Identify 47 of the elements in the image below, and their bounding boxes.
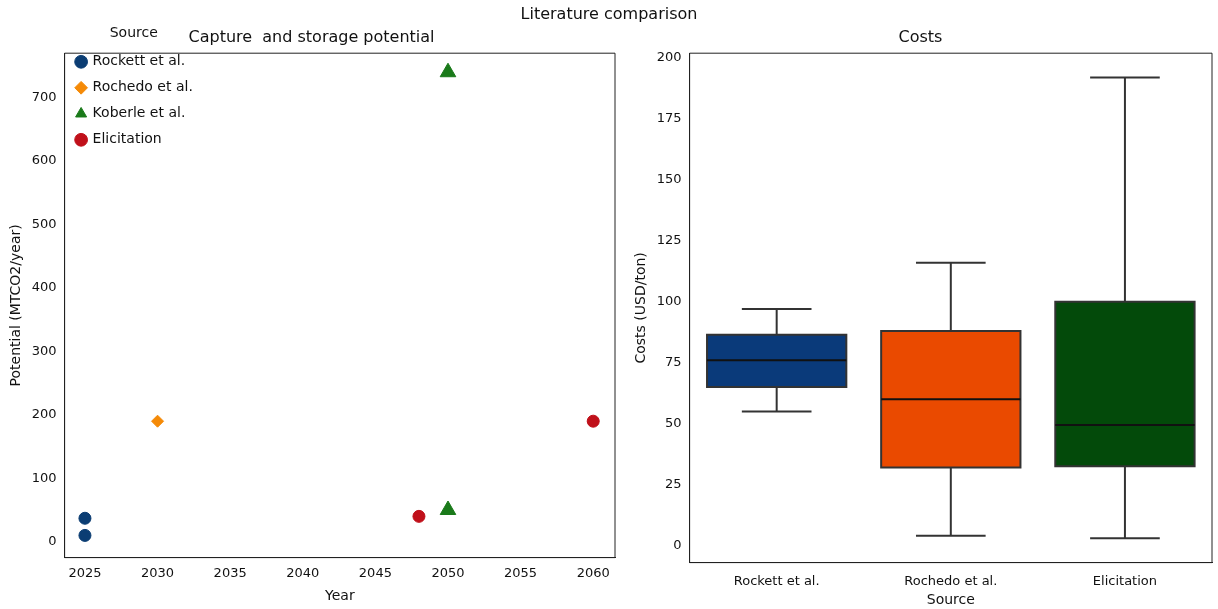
x-tick-label: 2045 bbox=[358, 564, 392, 580]
legend-label: Elicitation bbox=[92, 130, 162, 147]
y-axis-title: Costs (USD/ton) bbox=[632, 252, 649, 364]
legend-label: Rochedo et al. bbox=[92, 78, 193, 95]
chart-title: Capture and storage potential bbox=[188, 26, 435, 46]
y-axis-title: Potential (MTCO2/year) bbox=[7, 224, 24, 387]
x-tick-label: 2055 bbox=[504, 564, 538, 580]
text: Literature comparison bbox=[519, 4, 699, 23]
y-tick-label: 175 bbox=[656, 110, 682, 126]
y-tick-label: 500 bbox=[31, 215, 57, 231]
x-tick-label: 2050 bbox=[431, 564, 465, 580]
x-tick-label: 2035 bbox=[213, 564, 247, 580]
y-tick-label: 300 bbox=[31, 342, 57, 358]
y-tick-label: 25 bbox=[665, 475, 682, 491]
point bbox=[412, 509, 426, 523]
y-tick-label: 150 bbox=[656, 171, 682, 187]
x-axis-title: Source bbox=[926, 591, 975, 608]
x-tick-label: Elicitation bbox=[1092, 572, 1158, 588]
point bbox=[586, 414, 600, 428]
point bbox=[439, 62, 457, 78]
y-tick-label: 0 bbox=[48, 533, 57, 549]
y-tick-label: 100 bbox=[656, 293, 682, 309]
x-tick-label: 2025 bbox=[68, 564, 102, 580]
x-tick-label: 2060 bbox=[576, 564, 610, 580]
chart-title: Costs bbox=[898, 26, 943, 46]
y-tick-label: 125 bbox=[656, 232, 682, 248]
y-tick-label: 50 bbox=[665, 415, 682, 431]
y-tick-label: 200 bbox=[656, 49, 682, 65]
x-tick-label: Rochedo et al. bbox=[904, 572, 998, 588]
y-tick-label: 200 bbox=[31, 406, 57, 422]
x-tick-label: 2030 bbox=[141, 564, 175, 580]
y-tick-label: 600 bbox=[31, 152, 57, 168]
y-tick-label: 0 bbox=[673, 536, 682, 552]
point bbox=[439, 500, 457, 516]
legend-label: Rockett et al. bbox=[92, 52, 186, 69]
point bbox=[151, 414, 165, 428]
y-tick-label: 75 bbox=[665, 354, 682, 370]
y-tick-label: 100 bbox=[31, 469, 57, 485]
y-tick-label: 700 bbox=[31, 88, 57, 104]
legend-label: Koberle et al. bbox=[92, 104, 186, 121]
point bbox=[78, 528, 92, 542]
x-axis-title: Year bbox=[323, 587, 355, 604]
x-tick-label: 2040 bbox=[286, 564, 320, 580]
y-tick-label: 400 bbox=[31, 279, 57, 295]
legend-title: Source bbox=[109, 23, 158, 40]
point bbox=[78, 511, 92, 525]
x-tick-label: Rockett et al. bbox=[733, 572, 820, 588]
